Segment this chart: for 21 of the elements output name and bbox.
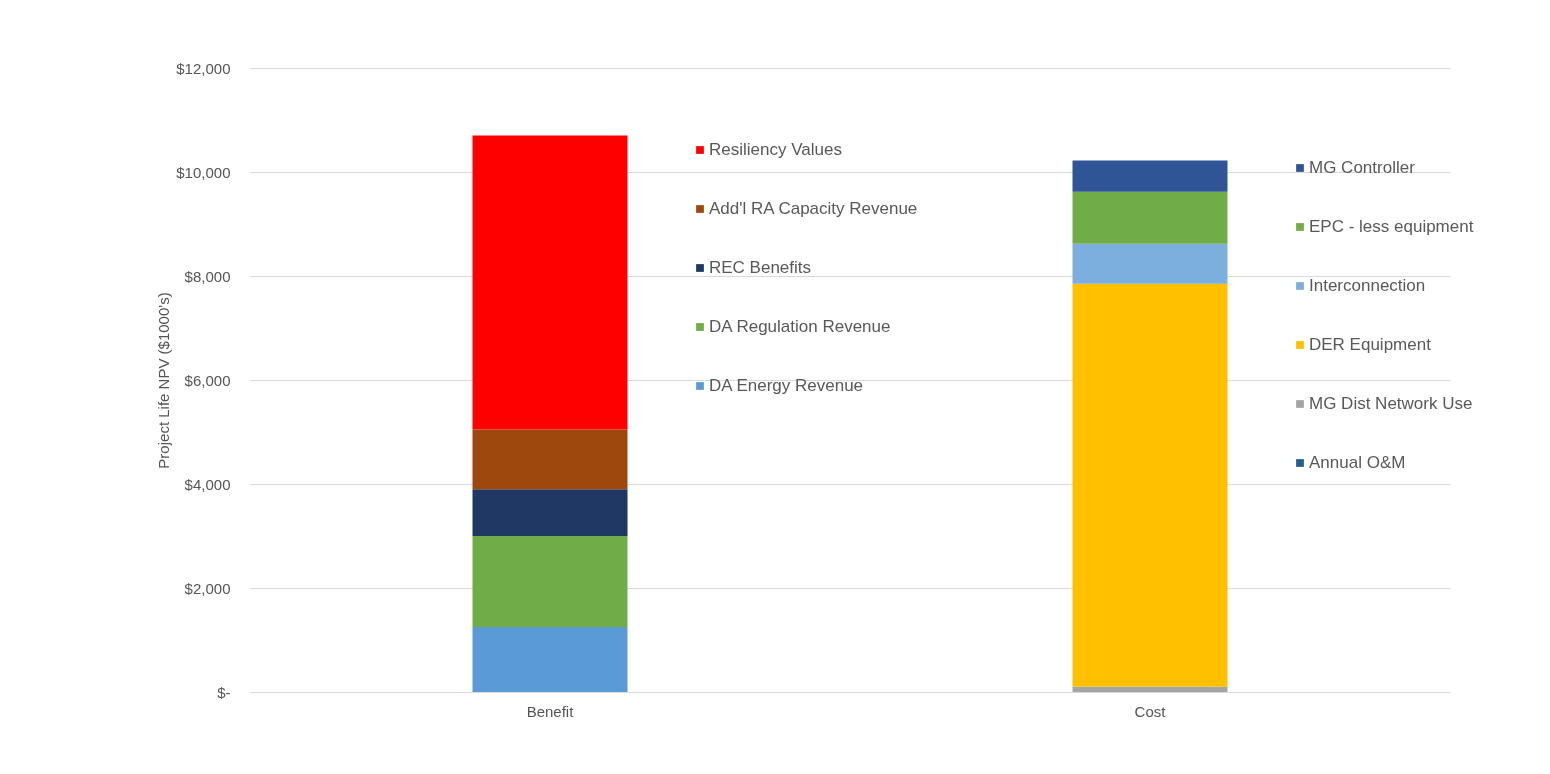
y-tick-label: $8,000 xyxy=(184,267,231,285)
y-tick-label: $12,000 xyxy=(176,59,231,77)
legend-label: DER Equipment xyxy=(1309,335,1432,354)
x-tick-label: Benefit xyxy=(526,702,575,720)
legend-label: MG Controller xyxy=(1309,158,1416,177)
y-tick-label: $- xyxy=(217,683,231,701)
legend-label: Resiliency Values xyxy=(709,140,842,159)
y-axis-title: Project Life NPV ($1000's) xyxy=(155,292,173,469)
y-tick-label: $10,000 xyxy=(176,163,231,181)
x-tick-label: Cost xyxy=(1134,702,1167,720)
legend-label: Add'l RA Capacity Revenue xyxy=(709,199,918,218)
y-tick-label: $6,000 xyxy=(184,371,231,389)
y-tick-label: $2,000 xyxy=(184,579,231,597)
legend-label: DA Energy Revenue xyxy=(709,376,864,395)
y-tick-label: $4,000 xyxy=(184,475,231,493)
legend-label: EPC - less equipment xyxy=(1309,217,1474,236)
legend-label: MG Dist Network Use xyxy=(1309,394,1473,413)
legend-label: REC Benefits xyxy=(709,258,812,277)
legend-label: Annual O&M xyxy=(1309,453,1406,472)
legend-label: DA Regulation Revenue xyxy=(709,317,891,336)
legend-label: Interconnection xyxy=(1309,276,1426,295)
